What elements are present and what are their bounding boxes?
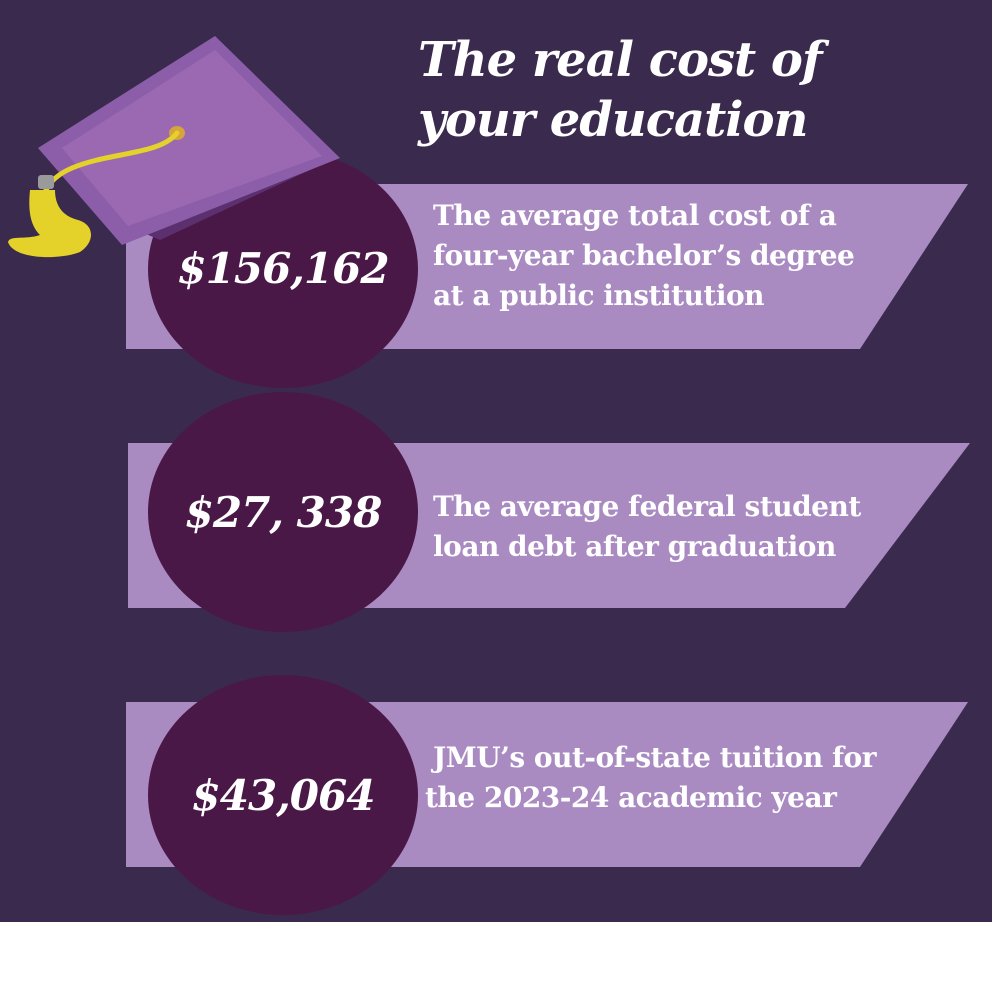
stat-description-line-3: at a public institution xyxy=(433,279,765,312)
stat-circle-tuition: $43,064 xyxy=(148,675,418,915)
stat-description-line-2: four-year bachelor’s degree xyxy=(433,239,855,272)
title-line-2: your education xyxy=(418,92,808,148)
stat-amount: $27, 338 xyxy=(184,487,383,537)
stat-circle-loan-debt: $27, 338 xyxy=(148,392,418,632)
footer-whitespace xyxy=(0,922,992,991)
stat-description-line-1: JMU’s out-of-state tuition for xyxy=(433,741,876,774)
stat-description: The average federal student loan debt af… xyxy=(433,487,903,567)
stat-amount: $43,064 xyxy=(191,770,376,820)
stat-amount: $156,162 xyxy=(177,243,389,293)
stat-description-line-2: the 2023-24 academic year xyxy=(425,781,837,814)
infographic-title: The real cost of your education xyxy=(418,30,958,150)
graduation-cap-icon xyxy=(8,36,340,258)
stat-description-line-1: The average federal student xyxy=(433,490,861,523)
infographic-panel: The real cost of your education The aver… xyxy=(0,0,992,922)
stat-description-line-2: loan debt after graduation xyxy=(433,530,836,563)
stat-description: The average total cost of a four-year ba… xyxy=(433,196,903,316)
title-line-1: The real cost of xyxy=(418,32,823,88)
stat-description-line-1: The average total cost of a xyxy=(433,199,837,232)
stat-description: JMU’s out-of-state tuition for the 2023-… xyxy=(425,738,895,818)
